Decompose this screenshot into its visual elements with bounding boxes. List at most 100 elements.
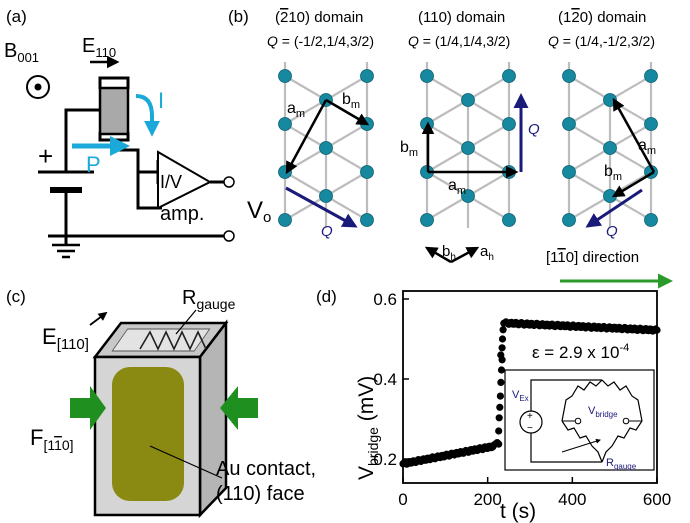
lattice-bond [568, 99, 611, 125]
lattice-atom [644, 117, 658, 131]
domain-2-vectors: am bm Q [400, 93, 540, 197]
lattice-bond [568, 195, 611, 221]
domain-3-title: (120) domain [558, 9, 646, 26]
lattice-bond [426, 75, 469, 101]
lattice-atom [461, 93, 475, 107]
lattice-bond [568, 123, 611, 149]
panel-a-circuit: (a) B001 E110 + [4, 7, 271, 259]
data-point [496, 403, 504, 411]
direction-label: [110] direction [546, 249, 639, 266]
lattice-bond [325, 147, 368, 173]
y-tick-label: 0.2 [373, 450, 397, 469]
domain-1-am-label: am [287, 100, 305, 120]
inset-node-right [622, 417, 630, 425]
lattice-bond [325, 171, 368, 197]
lattice-atom [502, 117, 516, 131]
inset-vbridge-label: Vbridge [588, 405, 618, 419]
lattice-bond [426, 99, 469, 125]
domain-2-title: (110) domain [418, 9, 505, 26]
ah-arrow [450, 246, 480, 264]
lattice-atom [644, 213, 658, 227]
au-contact [112, 367, 184, 501]
contact-label-line1: Au contact, [216, 458, 316, 480]
contact-pointer [149, 445, 223, 479]
domain-3-bm-arrow [611, 170, 655, 198]
inset-wire-bottom [530, 433, 602, 463]
lattice-bond [609, 147, 652, 173]
panel-c-sample: (c) E[110] Rgauge F[110] Au contact, (11… [6, 287, 316, 519]
data-point [495, 414, 503, 422]
lattice-bond [467, 171, 510, 197]
lattice-bond [609, 195, 652, 221]
lattice-bond [609, 123, 652, 149]
domain-1-am-arrow [285, 99, 328, 175]
lattice-bond [426, 195, 469, 221]
domain-1-title: (210) domain [275, 9, 363, 26]
panel-a-label: (a) [6, 7, 27, 26]
output-terminal-bottom [223, 230, 235, 242]
lattice-atom [420, 69, 434, 83]
lattice-atom [562, 165, 576, 179]
lattice-atom [360, 69, 374, 83]
data-point [497, 351, 505, 359]
inset-node-left [574, 417, 582, 425]
lattice-bond [467, 75, 510, 101]
domain-1-vectors: am bm Q [285, 91, 370, 240]
y-axis-label: Vbridge (mV) [355, 376, 381, 480]
e110-label: E[110] [42, 324, 89, 353]
lattice-atom [278, 213, 292, 227]
inset-rgauge-label: Rgauge [606, 457, 637, 471]
domain-3-q: Q = (1/4,-1/2,3/2) [548, 33, 655, 49]
lattice-bond [467, 123, 510, 149]
inset-resistor-4 [601, 420, 643, 463]
data-point [496, 392, 504, 400]
force-arrow-left [70, 386, 106, 430]
amplifier-label: amp. [160, 203, 204, 225]
domain-2-q: Q = (1/4,1/4,3/2) [408, 33, 510, 49]
lattice-atom [360, 213, 374, 227]
lattice-bond [568, 75, 611, 101]
inset-rgauge-arrow [561, 438, 601, 453]
data-point [653, 326, 661, 334]
strain-gauge-icon [139, 330, 207, 351]
panel-d-label: (d) [316, 287, 337, 306]
lattice-bond [426, 147, 469, 173]
data-point [497, 366, 506, 374]
lattice-bond [467, 99, 510, 125]
lattice-atom [360, 165, 374, 179]
bh-label: bh [442, 243, 456, 263]
lattice-atom [319, 189, 333, 203]
inset-vex-label: VEx [512, 389, 529, 403]
domain-2-q-arrow-label: Q [528, 121, 540, 138]
lattice-group [278, 62, 658, 228]
e110-arrow [89, 311, 108, 326]
lattice-atom [644, 69, 658, 83]
x-axis-label: t (s) [500, 500, 536, 523]
force-label: F[110] [30, 425, 74, 453]
lattice-bond [325, 75, 368, 101]
panel-b-domains: (b) (210) domain Q = (-1/2,1/4,3/2) (110… [228, 7, 673, 289]
data-series [399, 318, 661, 468]
lattice-atom [278, 117, 292, 131]
output-terminal-top [223, 176, 235, 188]
lattice-bond [284, 99, 327, 125]
domain-3-am-arrow [612, 97, 656, 173]
lattice-atom [562, 117, 576, 131]
lattice-atom [461, 141, 475, 155]
panel-d-chart: (d) 0 200 400 600 0.2 0.4 0.6 t (s) Vbridge (m… [316, 287, 671, 523]
tick-group: 0 200 400 600 0.2 0.4 0.6 [373, 290, 671, 509]
bridge-inset: + − VEx Vbridge Rgauge [504, 369, 655, 471]
contact-label-line2: (110) face [216, 483, 305, 505]
output-voltage-label: Vo [247, 197, 271, 226]
domain-1-bm-label: bm [342, 91, 360, 111]
domain-1-q-arrow-label: Q [321, 223, 333, 240]
y-tick-label: 0.4 [373, 370, 397, 389]
lattice-atom [502, 213, 516, 227]
domain-3-vectors: am bm Q [585, 97, 656, 240]
lattice-bond [568, 147, 611, 173]
current-label: I [158, 88, 164, 113]
strain-annotation: ε = 2.9 x 10-4 [532, 342, 629, 362]
domain-2-bm-label: bm [400, 139, 418, 159]
data-point [497, 378, 505, 386]
